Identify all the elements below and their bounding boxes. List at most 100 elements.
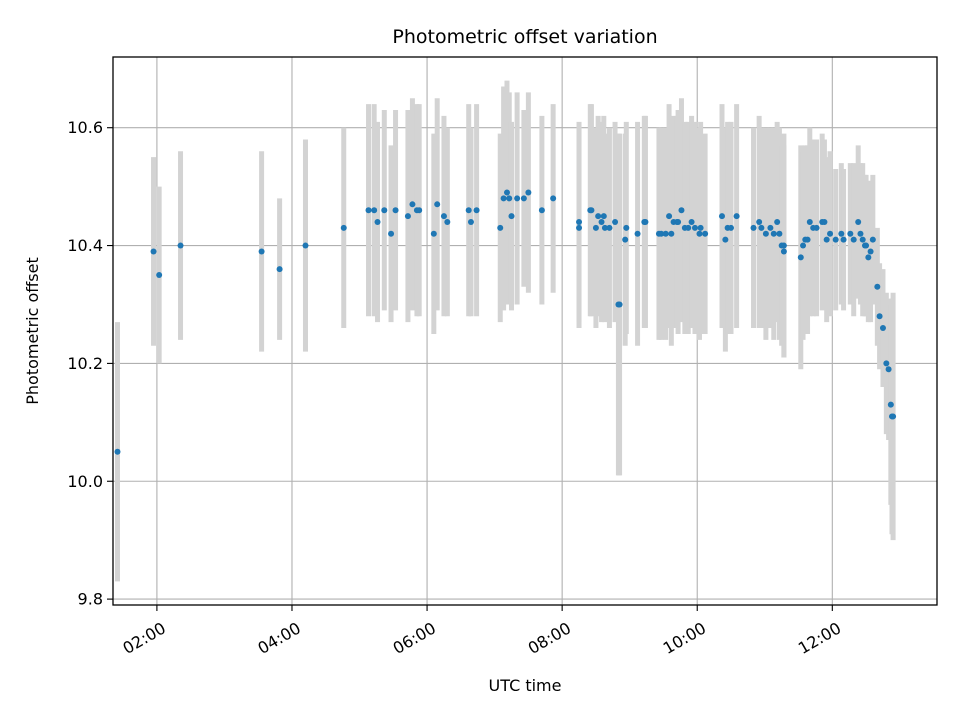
data-point	[850, 236, 857, 243]
data-point	[388, 230, 395, 237]
data-point	[538, 207, 545, 214]
data-point	[588, 207, 595, 214]
data-point	[634, 230, 641, 237]
data-point	[616, 301, 623, 308]
data-point	[780, 248, 787, 255]
data-point	[890, 413, 897, 420]
data-point	[756, 218, 763, 225]
data-point	[520, 195, 527, 202]
data-point	[601, 224, 608, 231]
data-point	[668, 230, 675, 237]
data-point	[622, 236, 629, 243]
y-tick-label: 9.8	[78, 590, 103, 609]
data-point	[156, 272, 163, 279]
data-point	[371, 207, 378, 214]
data-point	[869, 236, 876, 243]
data-points	[114, 189, 897, 455]
data-point	[595, 213, 602, 220]
data-point	[758, 224, 765, 231]
data-point	[465, 207, 472, 214]
data-point	[876, 313, 883, 320]
data-point	[506, 195, 513, 202]
data-point	[718, 213, 725, 220]
data-point	[600, 213, 607, 220]
data-point	[762, 230, 769, 237]
data-point	[797, 254, 804, 261]
data-point	[642, 218, 649, 225]
data-point	[688, 218, 695, 225]
data-point	[467, 218, 474, 225]
data-point	[847, 230, 854, 237]
plot-frame	[112, 56, 938, 606]
data-point	[440, 213, 447, 220]
data-point	[666, 213, 673, 220]
data-point	[500, 195, 507, 202]
y-tick-label: 10.4	[67, 236, 103, 255]
data-point	[658, 230, 665, 237]
data-point	[381, 207, 388, 214]
data-point	[813, 224, 820, 231]
data-point	[767, 224, 774, 231]
data-point	[722, 236, 729, 243]
data-point	[503, 189, 510, 196]
data-point	[374, 218, 381, 225]
data-point	[508, 213, 515, 220]
data-point	[434, 201, 441, 208]
data-point	[612, 218, 619, 225]
data-point	[863, 242, 870, 249]
data-point	[430, 230, 437, 237]
data-point	[497, 224, 504, 231]
data-point	[177, 242, 184, 249]
data-point	[728, 224, 734, 231]
data-point	[576, 218, 583, 225]
data-point	[867, 248, 874, 255]
data-point	[832, 236, 839, 243]
chart-title: Photometric offset variation	[392, 26, 657, 48]
data-point	[662, 230, 669, 237]
data-point	[606, 224, 613, 231]
data-point	[821, 218, 828, 225]
data-point	[865, 254, 872, 261]
data-point	[838, 230, 845, 237]
data-point	[827, 230, 834, 237]
data-point	[592, 224, 599, 231]
data-point	[774, 218, 781, 225]
data-point	[885, 366, 892, 373]
data-point	[702, 230, 709, 237]
data-point	[691, 224, 698, 231]
data-point	[804, 236, 811, 243]
data-point	[258, 248, 265, 255]
data-point	[887, 401, 894, 408]
data-point	[150, 248, 157, 255]
data-point	[444, 218, 451, 225]
data-point	[685, 224, 692, 231]
data-point	[525, 189, 532, 196]
data-point	[678, 207, 685, 214]
data-point	[623, 224, 630, 231]
data-point	[365, 207, 372, 214]
data-point	[114, 448, 121, 455]
data-point	[750, 224, 757, 231]
data-point	[857, 230, 864, 237]
y-tick-label: 10.0	[67, 472, 103, 491]
data-point	[416, 207, 423, 214]
data-point	[733, 213, 740, 220]
x-axis-label: UTC time	[489, 676, 562, 695]
data-point	[392, 207, 399, 214]
data-point	[883, 360, 890, 367]
data-point	[409, 201, 416, 208]
data-point	[473, 207, 480, 214]
data-point	[598, 218, 605, 225]
data-point	[855, 218, 862, 225]
data-point	[550, 195, 557, 202]
y-axis-label: Photometric offset	[23, 257, 42, 405]
data-point	[776, 230, 783, 237]
data-point	[340, 224, 347, 231]
data-point	[806, 218, 813, 225]
data-point	[859, 236, 866, 243]
data-point	[823, 236, 830, 243]
data-point	[302, 242, 309, 249]
data-point	[874, 283, 881, 290]
